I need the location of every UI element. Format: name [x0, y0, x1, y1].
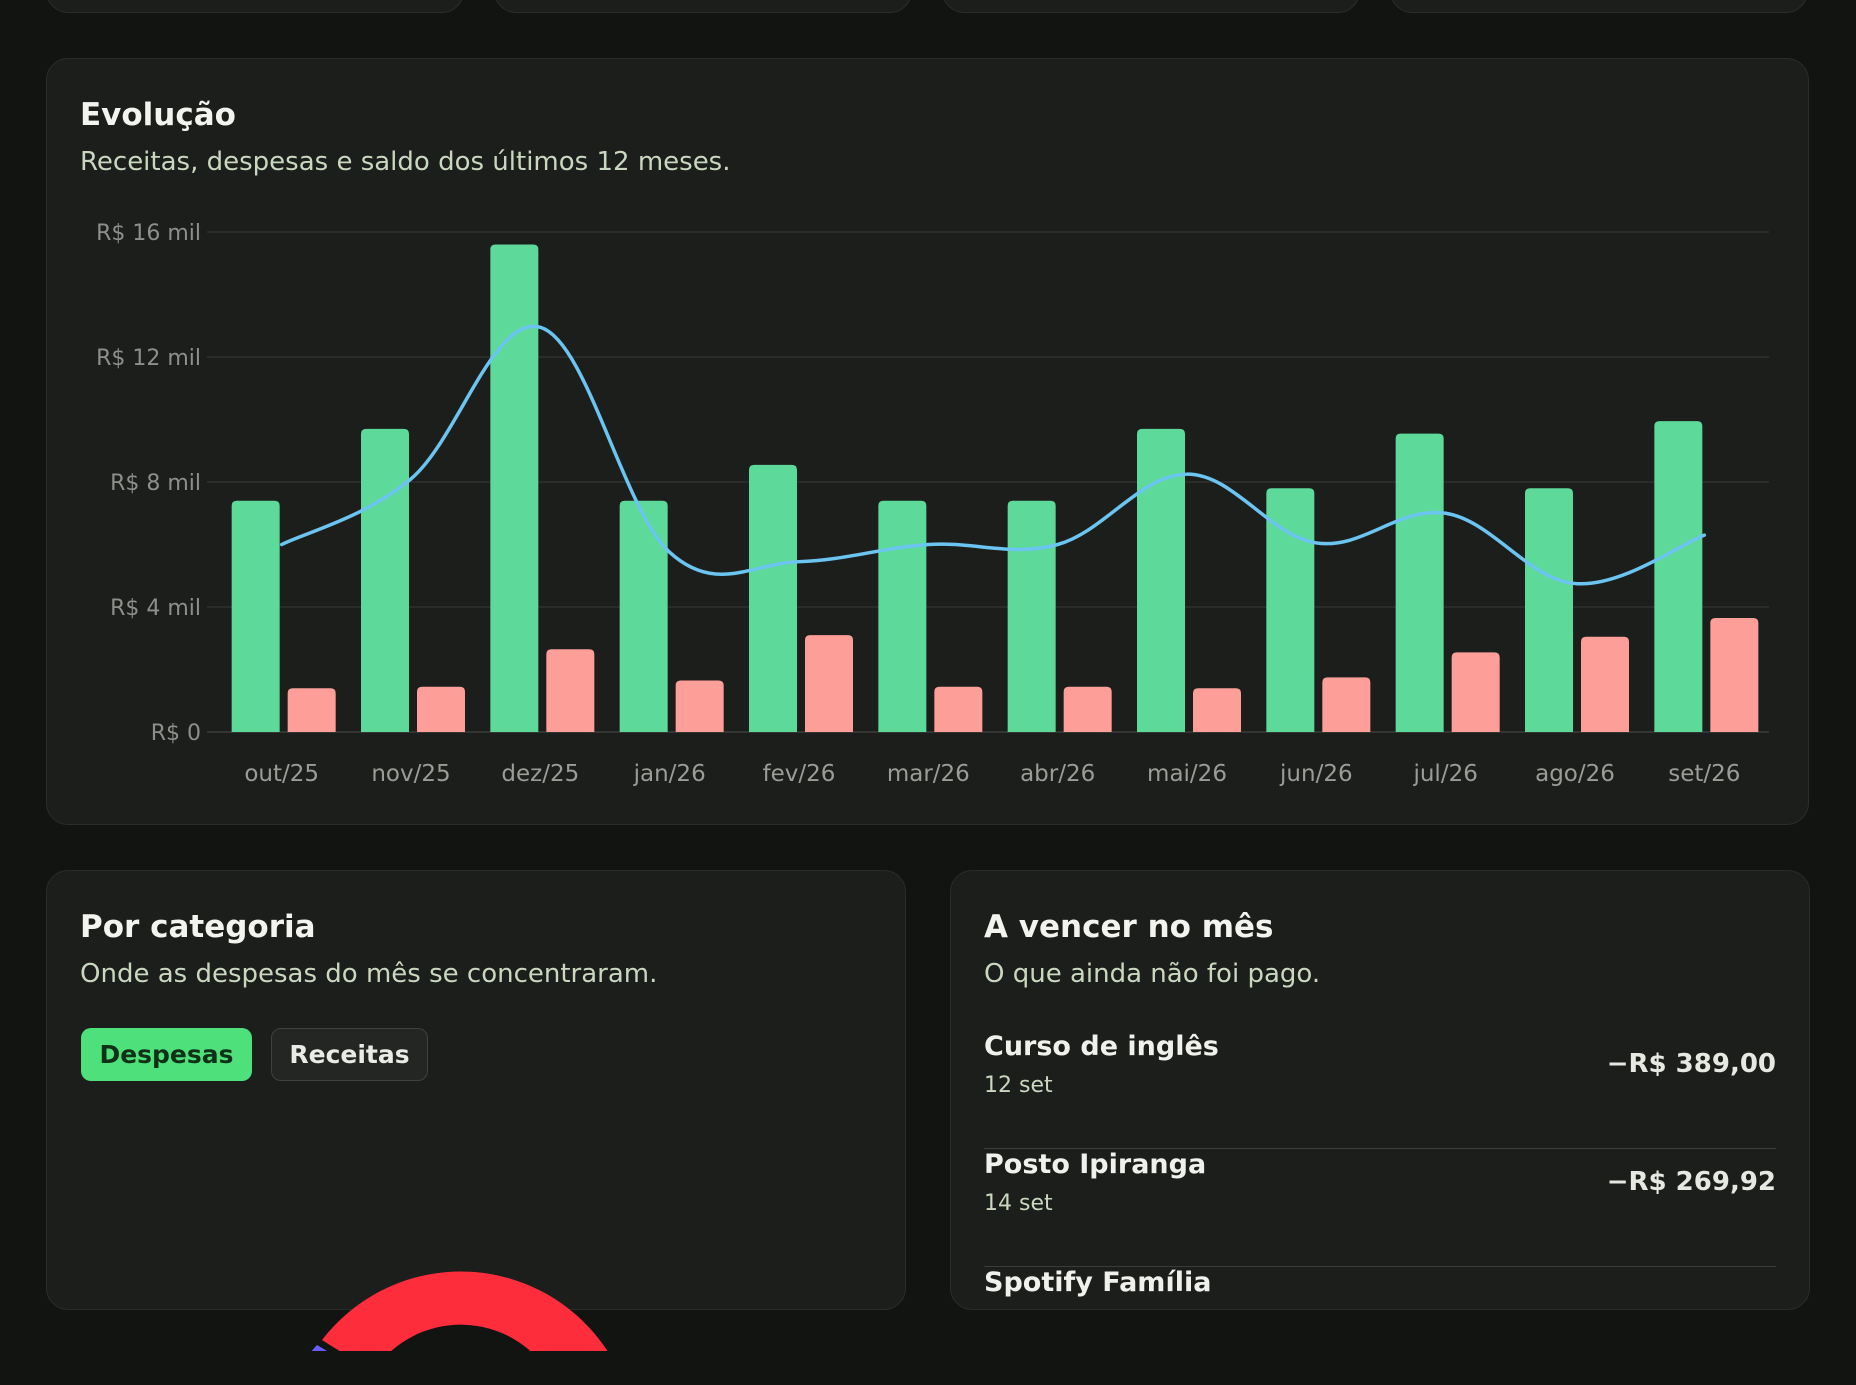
due-item-name: Posto Ipiranga — [984, 1149, 1207, 1180]
x-tick-label: nov/25 — [371, 761, 450, 787]
y-tick-label: R$ 0 — [151, 721, 201, 746]
summary-card-4 — [1390, 0, 1808, 13]
saldo-line — [279, 324, 1707, 586]
bar-despesas — [1193, 688, 1241, 732]
bar-receitas — [1137, 428, 1185, 732]
x-tick-label: ago/26 — [1535, 761, 1615, 787]
y-tick-label: R$ 8 mil — [110, 471, 201, 496]
due-item-amount: −R$ 389,00 — [1606, 1049, 1776, 1079]
evolution-title: Evolução — [80, 97, 236, 133]
x-tick-label: set/26 — [1668, 761, 1740, 787]
category-donut-chart — [311, 1271, 608, 1351]
summary-card-3 — [942, 0, 1360, 13]
x-tick-label: abr/26 — [1020, 761, 1095, 787]
bar-receitas — [361, 428, 409, 732]
bar-receitas — [1525, 488, 1573, 732]
bar-receitas — [1007, 500, 1056, 732]
due-item-amount: −R$ 269,92 — [1606, 1167, 1776, 1197]
due-item[interactable]: Spotify Família — [984, 1267, 1776, 1385]
category-subtitle: Onde as despesas do mês se concentraram. — [80, 959, 658, 989]
category-title: Por categoria — [80, 909, 316, 945]
bar-receitas — [1654, 421, 1703, 732]
x-tick-label: out/25 — [244, 761, 319, 787]
bar-receitas — [749, 464, 797, 732]
x-tick-label: dez/25 — [501, 761, 579, 787]
divider — [984, 1266, 1776, 1267]
x-tick-label: mar/26 — [887, 761, 970, 787]
bar-despesas — [287, 688, 336, 732]
bar-despesas — [1710, 617, 1759, 732]
bar-receitas — [619, 500, 668, 732]
evolution-chart: R$ 0 R$ 4 mil R$ 8 mil R$ 12 mil R$ 16 mil ou… — [96, 221, 1769, 787]
x-tick-label: jul/26 — [1412, 761, 1477, 787]
due-item-date: 14 set — [984, 1191, 1053, 1216]
y-tick-label: R$ 16 mil — [96, 221, 201, 246]
bar-despesas — [805, 635, 853, 732]
bar-receitas — [1395, 433, 1444, 732]
due-item[interactable]: Curso de inglês 12 set −R$ 389,00 — [984, 1031, 1776, 1149]
x-tick-label: mai/26 — [1147, 761, 1227, 787]
evolution-subtitle: Receitas, despesas e saldo dos últimos 1… — [80, 147, 731, 177]
donut-slice-red — [322, 1271, 608, 1351]
bar-despesas — [1063, 686, 1112, 732]
bar-despesas — [1581, 636, 1629, 732]
summary-card-2 — [494, 0, 912, 13]
bar-receitas — [878, 500, 927, 732]
due-subtitle: O que ainda não foi pago. — [984, 959, 1321, 989]
bar-receitas — [1266, 488, 1315, 732]
due-item-date: 12 set — [984, 1073, 1053, 1098]
x-tick-label: fev/26 — [763, 761, 836, 787]
due-item-name: Curso de inglês — [984, 1031, 1219, 1062]
x-tick-label: jan/26 — [633, 761, 706, 787]
bar-despesas — [417, 686, 465, 732]
category-card: Por categoria Onde as despesas do mês se… — [46, 870, 906, 1351]
bar-despesas — [1451, 652, 1500, 732]
bar-despesas — [934, 686, 983, 732]
summary-card-1 — [46, 0, 464, 13]
bar-despesas — [1322, 677, 1371, 732]
bar-receitas — [490, 244, 539, 732]
due-item[interactable]: Posto Ipiranga 14 set −R$ 269,92 — [984, 1149, 1776, 1267]
bar-despesas — [675, 680, 724, 732]
tab-despesas[interactable]: Despesas — [81, 1028, 252, 1081]
divider — [984, 1148, 1776, 1149]
evolution-card: Evolução Receitas, despesas e saldo dos … — [46, 58, 1809, 825]
tab-receitas[interactable]: Receitas — [271, 1028, 428, 1081]
bar-despesas — [546, 649, 595, 732]
x-tick-label: jun/26 — [1279, 761, 1353, 787]
bar-receitas — [231, 500, 280, 732]
due-title: A vencer no mês — [984, 909, 1274, 945]
due-item-name: Spotify Família — [984, 1267, 1212, 1298]
y-tick-label: R$ 4 mil — [110, 596, 201, 621]
due-card: A vencer no mês O que ainda não foi pago… — [950, 870, 1810, 1310]
y-tick-label: R$ 12 mil — [96, 346, 201, 371]
